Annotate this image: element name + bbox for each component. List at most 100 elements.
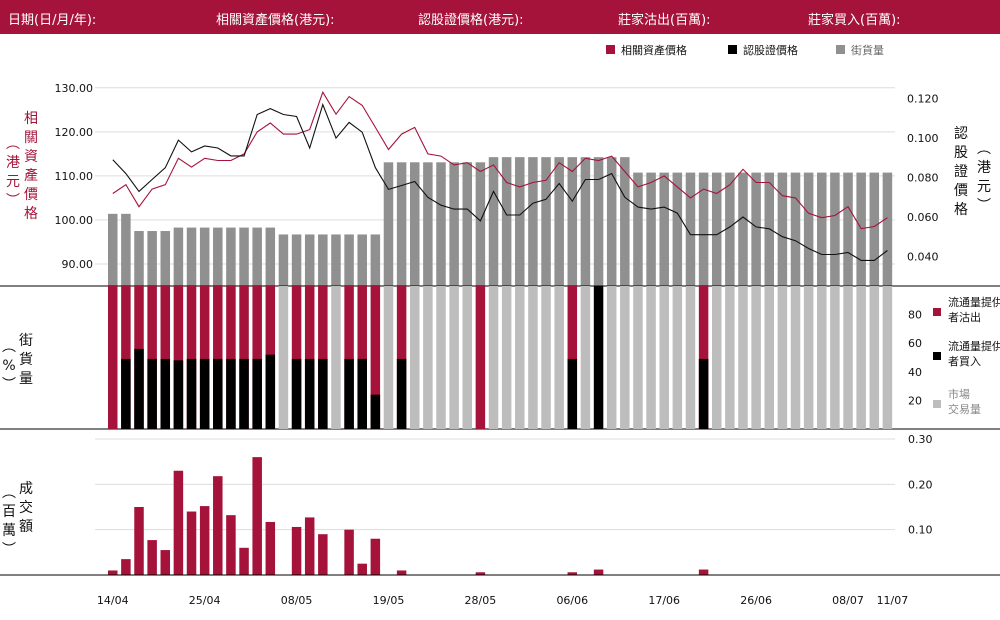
y-title-left-mid: 街貨量 xyxy=(19,333,33,387)
turnover-bar xyxy=(121,559,131,575)
street-volume-bar xyxy=(515,157,525,286)
turnover-bar xyxy=(567,572,578,575)
street-volume-bar xyxy=(541,157,551,286)
mm-sell-bar xyxy=(567,286,578,429)
y-right-tick-label: 0.060 xyxy=(907,211,939,224)
turnover-bar xyxy=(475,572,486,575)
turnover-bar xyxy=(370,538,381,575)
legend-mid-label: 市場 xyxy=(948,387,970,401)
street-volume-bar xyxy=(580,157,591,286)
y-left-tick-label: 100.00 xyxy=(55,214,94,227)
street-volume-bar xyxy=(817,172,827,286)
header-date-label: 日期(日/月/年): xyxy=(8,13,97,28)
legend-top-label: 認股證價格 xyxy=(743,43,798,57)
turnover-bar xyxy=(252,457,262,575)
mm-buy-bar xyxy=(396,358,407,429)
mm-buy-bar xyxy=(291,358,302,429)
turnover-bar xyxy=(134,507,144,575)
street-volume-bar xyxy=(147,231,157,286)
street-volume-bar xyxy=(304,234,315,286)
market-volume-bar xyxy=(554,286,564,429)
turnover-bar xyxy=(304,517,315,575)
y-title-unit-right-top: ︵ 港元 ︶ xyxy=(977,141,991,214)
market-volume-bar xyxy=(790,286,801,429)
street-volume-bar xyxy=(488,157,499,286)
turnover-bar xyxy=(147,540,157,575)
turnover-bar xyxy=(357,563,367,575)
street-volume-bar xyxy=(659,172,669,286)
mm-sell-bar xyxy=(344,286,354,429)
turnover-bar xyxy=(265,521,276,575)
y-title-right-top: 認股證價格 xyxy=(954,126,968,218)
street-volume-bar xyxy=(173,227,184,286)
street-volume-bar xyxy=(291,234,302,286)
street-volume-bar xyxy=(672,172,683,286)
street-volume-bar xyxy=(462,162,473,286)
mm-buy-bar xyxy=(160,358,171,429)
legend-mid-label: 者沽出 xyxy=(948,310,981,324)
y-left-tick-label: 110.00 xyxy=(55,170,94,183)
mm-sell-bar xyxy=(304,286,315,429)
street-volume-bar xyxy=(449,162,459,286)
market-volume-bar xyxy=(711,286,722,429)
y-right-tick-label: 0.040 xyxy=(907,250,939,263)
legend-top-swatch xyxy=(728,45,737,54)
market-volume-bar xyxy=(659,286,669,429)
x-tick-label: 26/06 xyxy=(740,594,772,607)
mm-sell-bar xyxy=(475,286,486,429)
mm-sell-bar xyxy=(357,286,367,429)
turnover-bar xyxy=(173,470,184,575)
mm-sell-bar xyxy=(147,286,157,429)
x-tick-label: 17/06 xyxy=(648,594,680,607)
street-volume-bar xyxy=(475,162,486,286)
market-volume-bar xyxy=(803,286,814,429)
market-volume-bar xyxy=(436,286,446,429)
mm-sell-bar xyxy=(186,286,197,429)
street-volume-bar xyxy=(436,162,446,286)
street-volume-bar xyxy=(790,172,801,286)
underlying-price-line xyxy=(112,90,888,230)
mm-sell-bar xyxy=(199,286,210,429)
legend-mid-swatch xyxy=(933,400,941,408)
mm-buy-bar xyxy=(698,358,709,429)
mm-sell-bar xyxy=(370,286,381,429)
y-bottom-tick-label: 0.30 xyxy=(908,433,933,446)
mm-buy-bar xyxy=(121,358,131,429)
market-volume-bar xyxy=(830,286,840,429)
turnover-bar xyxy=(108,570,118,575)
street-volume-bar xyxy=(501,157,512,286)
street-volume-bar xyxy=(226,227,236,286)
street-volume-bar xyxy=(108,213,118,286)
mm-sell-bar xyxy=(698,286,709,429)
turnover-bar xyxy=(396,570,407,575)
street-volume-bar xyxy=(344,234,354,286)
street-volume-bar xyxy=(396,162,407,286)
street-volume-bar xyxy=(213,227,223,286)
street-volume-bar xyxy=(685,172,696,286)
mm-sell-bar xyxy=(160,286,171,429)
street-volume-bar xyxy=(882,172,893,286)
street-volume-bar xyxy=(278,234,289,286)
market-volume-bar xyxy=(541,286,551,429)
street-volume-bar xyxy=(633,172,643,286)
mm-buy-bar xyxy=(173,360,184,429)
y-mid-tick-label: 80 xyxy=(908,309,922,322)
header-warrant-label: 認股證價格(港元): xyxy=(418,13,524,28)
street-volume-bar xyxy=(869,172,880,286)
street-volume-bar xyxy=(593,157,604,286)
x-tick-label: 25/04 xyxy=(189,594,221,607)
street-volume-bar xyxy=(738,172,748,286)
y-right-tick-label: 0.080 xyxy=(907,172,939,185)
mm-buy-bar xyxy=(593,286,604,429)
mm-buy-bar xyxy=(304,358,315,429)
market-volume-bar xyxy=(462,286,473,429)
street-volume-bar xyxy=(803,172,814,286)
street-volume-bar xyxy=(751,172,761,286)
x-tick-label: 11/07 xyxy=(877,594,909,607)
header-mm-sell-label: 莊家沽出(百萬): xyxy=(618,13,711,28)
turnover-bar xyxy=(199,506,210,575)
market-volume-bar xyxy=(580,286,591,429)
market-volume-bar xyxy=(672,286,683,429)
legend-mid-label: 流通量提供 xyxy=(948,295,1000,309)
street-volume-bar xyxy=(620,157,630,286)
